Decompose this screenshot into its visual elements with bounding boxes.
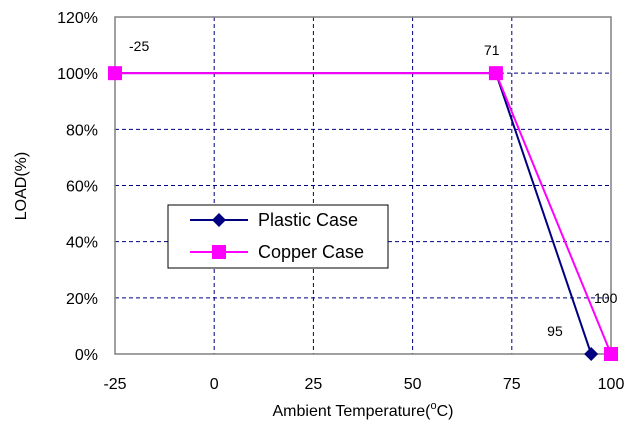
x-tick-label: 50 — [404, 376, 422, 393]
legend-marker-copper-case — [212, 245, 226, 259]
data-point-plastic-case — [584, 347, 599, 361]
data-label: 71 — [484, 42, 500, 58]
plot-frame — [114, 16, 612, 355]
x-tick-label: 75 — [503, 376, 521, 393]
legend-box — [167, 204, 389, 269]
y-tick-label: 40% — [66, 235, 98, 252]
x-tick-label: -25 — [103, 376, 126, 393]
x-axis-title-sup: o — [430, 400, 436, 412]
y-tick-label: 60% — [66, 179, 98, 196]
series-layer — [108, 66, 618, 361]
data-label: 100 — [594, 290, 618, 306]
x-axis-title: Ambient Temperature(oC) — [272, 400, 453, 420]
legend: Plastic Case Copper Case — [167, 204, 389, 269]
y-axis-title: LOAD(%) — [13, 152, 30, 220]
x-tick-label: 100 — [598, 376, 625, 393]
legend-label-plastic-case: Plastic Case — [258, 210, 358, 230]
data-label: 95 — [547, 323, 563, 339]
legend-marker-plastic-case — [212, 213, 226, 227]
x-axis-title-main: Ambient Temperature( — [272, 403, 431, 420]
y-tick-label: 80% — [66, 122, 98, 139]
y-tick-label: 0% — [75, 347, 98, 364]
annotations: -25 71 95 100 — [129, 38, 618, 339]
data-label: -25 — [129, 38, 149, 54]
grid — [115, 17, 611, 354]
data-point-copper-case — [604, 347, 618, 361]
y-tick-labels: 0% 20% 40% 60% 80% 100% 120% — [57, 10, 98, 364]
data-point-copper-case — [488, 66, 503, 81]
data-point-copper-case — [108, 66, 122, 81]
y-tick-label: 20% — [66, 291, 98, 308]
legend-label-copper-case: Copper Case — [258, 242, 364, 262]
x-tick-label: 0 — [210, 376, 219, 393]
x-tick-labels: -25 0 25 50 75 100 — [103, 376, 624, 393]
y-tick-label: 120% — [57, 10, 98, 27]
x-axis-title-unit: C) — [437, 403, 454, 420]
x-tick-label: 25 — [305, 376, 323, 393]
y-tick-label: 100% — [57, 66, 98, 83]
